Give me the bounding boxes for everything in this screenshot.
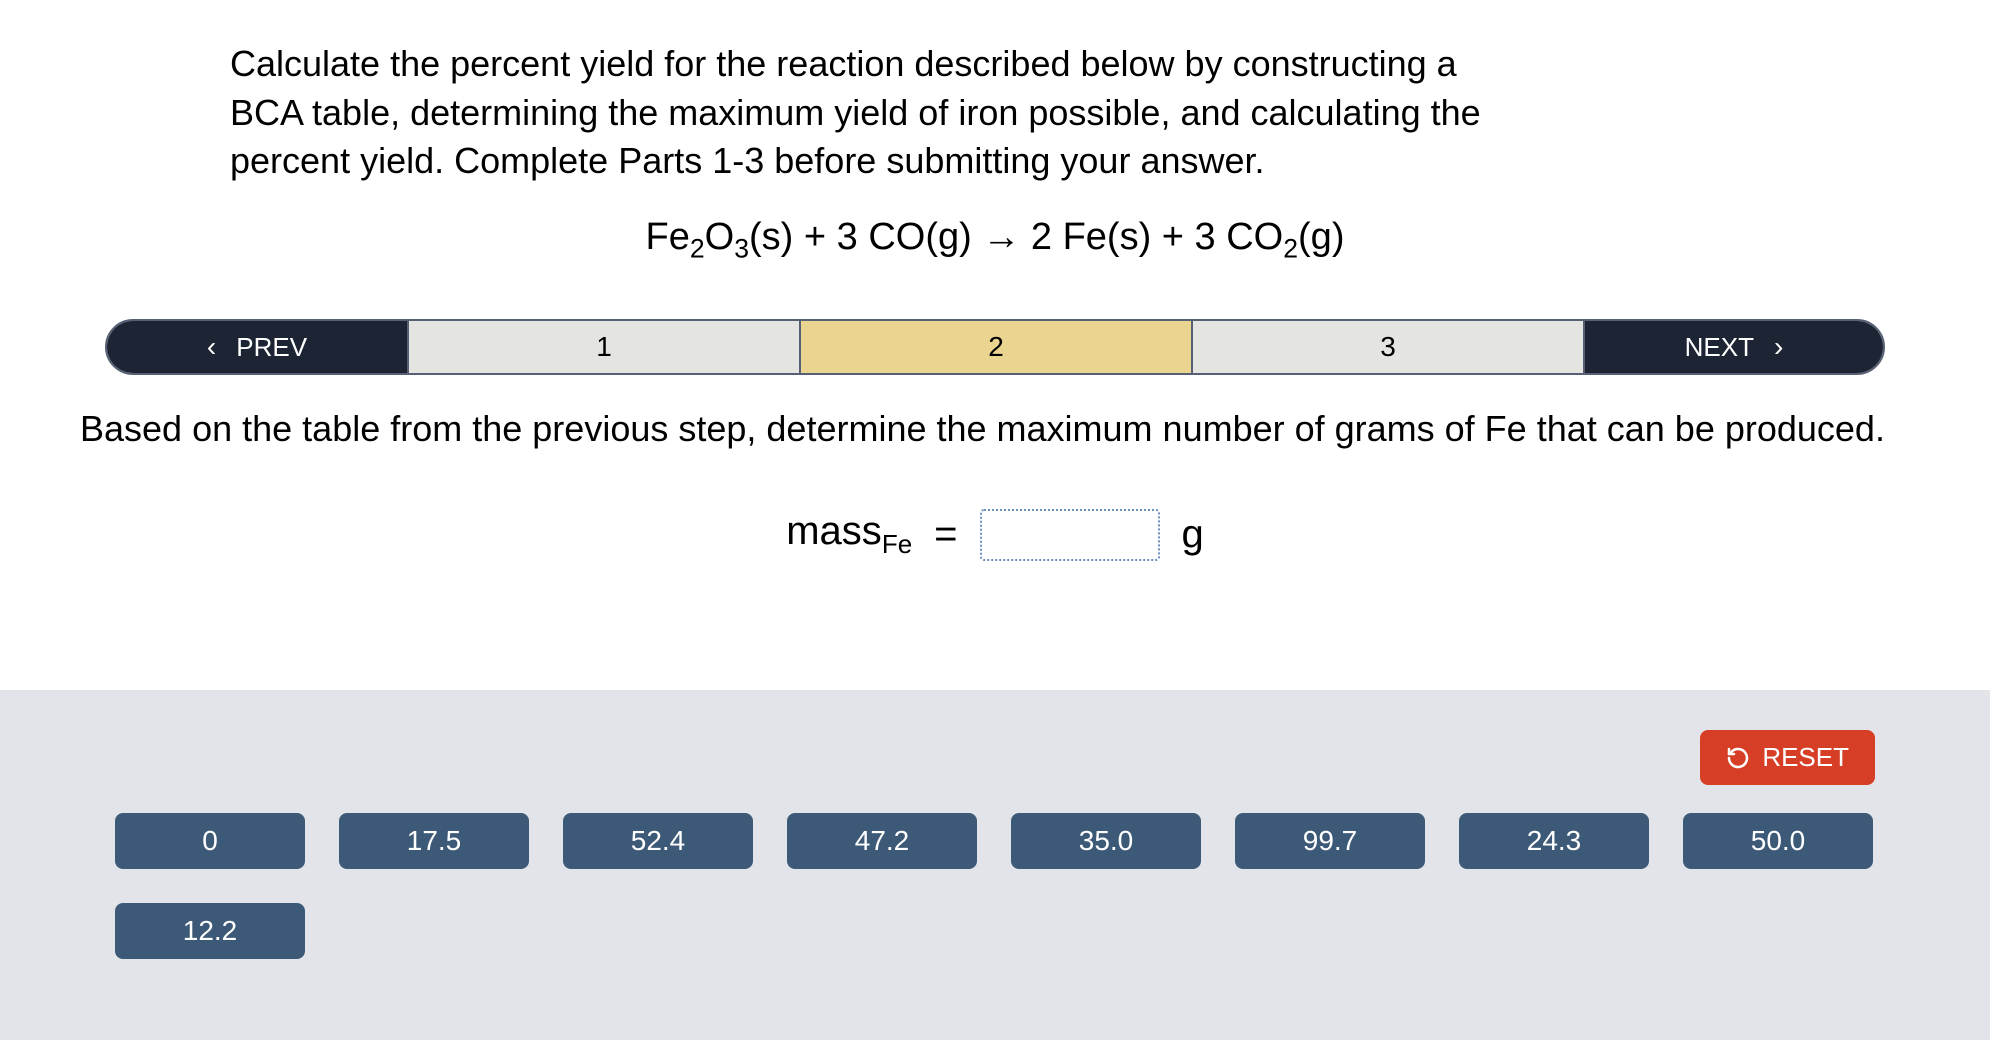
option-grid: 0 17.5 52.4 47.2 35.0 99.7 24.3 50.0 12.…: [115, 813, 1875, 959]
chevron-right-icon: ›: [1774, 331, 1783, 363]
eq-lhs1-sub1: 2: [690, 233, 705, 263]
reset-row: RESET: [115, 730, 1875, 785]
option-0[interactable]: 0: [115, 813, 305, 869]
prev-label: PREV: [236, 332, 307, 363]
step-2[interactable]: 2: [799, 321, 1191, 373]
prev-button[interactable]: ‹ PREV: [107, 321, 407, 373]
eq-plus1: + 3 CO(g): [793, 216, 982, 258]
answer-label-prefix: mass: [786, 509, 882, 553]
step-1[interactable]: 1: [407, 321, 799, 373]
answer-equals: =: [934, 512, 957, 557]
option-6[interactable]: 24.3: [1459, 813, 1649, 869]
page-container: Calculate the percent yield for the reac…: [0, 40, 1990, 561]
eq-lhs1-mid: O: [705, 216, 735, 258]
instructions-text: Calculate the percent yield for the reac…: [230, 40, 1530, 186]
answer-dropzone[interactable]: [980, 509, 1160, 561]
step-3[interactable]: 3: [1191, 321, 1583, 373]
reset-button[interactable]: RESET: [1700, 730, 1875, 785]
option-4[interactable]: 35.0: [1011, 813, 1201, 869]
reset-label: RESET: [1762, 742, 1849, 773]
eq-lhs1-state: (s): [749, 216, 793, 258]
stepper-bar: ‹ PREV 1 2 3 NEXT ›: [105, 319, 1885, 375]
eq-lhs1: Fe: [646, 216, 690, 258]
option-1[interactable]: 17.5: [339, 813, 529, 869]
next-label: NEXT: [1685, 332, 1754, 363]
answer-label-sub: Fe: [882, 529, 912, 559]
reaction-equation: Fe2O3(s) + 3 CO(g) → 2 Fe(s) + 3 CO2(g): [0, 216, 1990, 265]
answer-label: massFe: [786, 509, 912, 560]
eq-rhs-sub: 2: [1283, 233, 1298, 263]
options-panel: RESET 0 17.5 52.4 47.2 35.0 99.7 24.3 50…: [0, 690, 1990, 1040]
eq-rhs-state: (g): [1298, 216, 1344, 258]
option-3[interactable]: 47.2: [787, 813, 977, 869]
step-navigator: ‹ PREV 1 2 3 NEXT ›: [105, 319, 1885, 375]
eq-arrow: →: [982, 216, 1020, 258]
answer-unit: g: [1182, 512, 1204, 557]
chevron-left-icon: ‹: [207, 331, 216, 363]
option-2[interactable]: 52.4: [563, 813, 753, 869]
undo-icon: [1726, 746, 1750, 770]
step-prompt: Based on the table from the previous ste…: [80, 405, 1900, 454]
eq-rhs: 2 Fe(s) + 3 CO: [1020, 216, 1283, 258]
eq-lhs1-sub2: 3: [734, 233, 749, 263]
answer-row: massFe = g: [0, 509, 1990, 561]
option-5[interactable]: 99.7: [1235, 813, 1425, 869]
option-8[interactable]: 12.2: [115, 903, 305, 959]
next-button[interactable]: NEXT ›: [1583, 321, 1883, 373]
option-7[interactable]: 50.0: [1683, 813, 1873, 869]
